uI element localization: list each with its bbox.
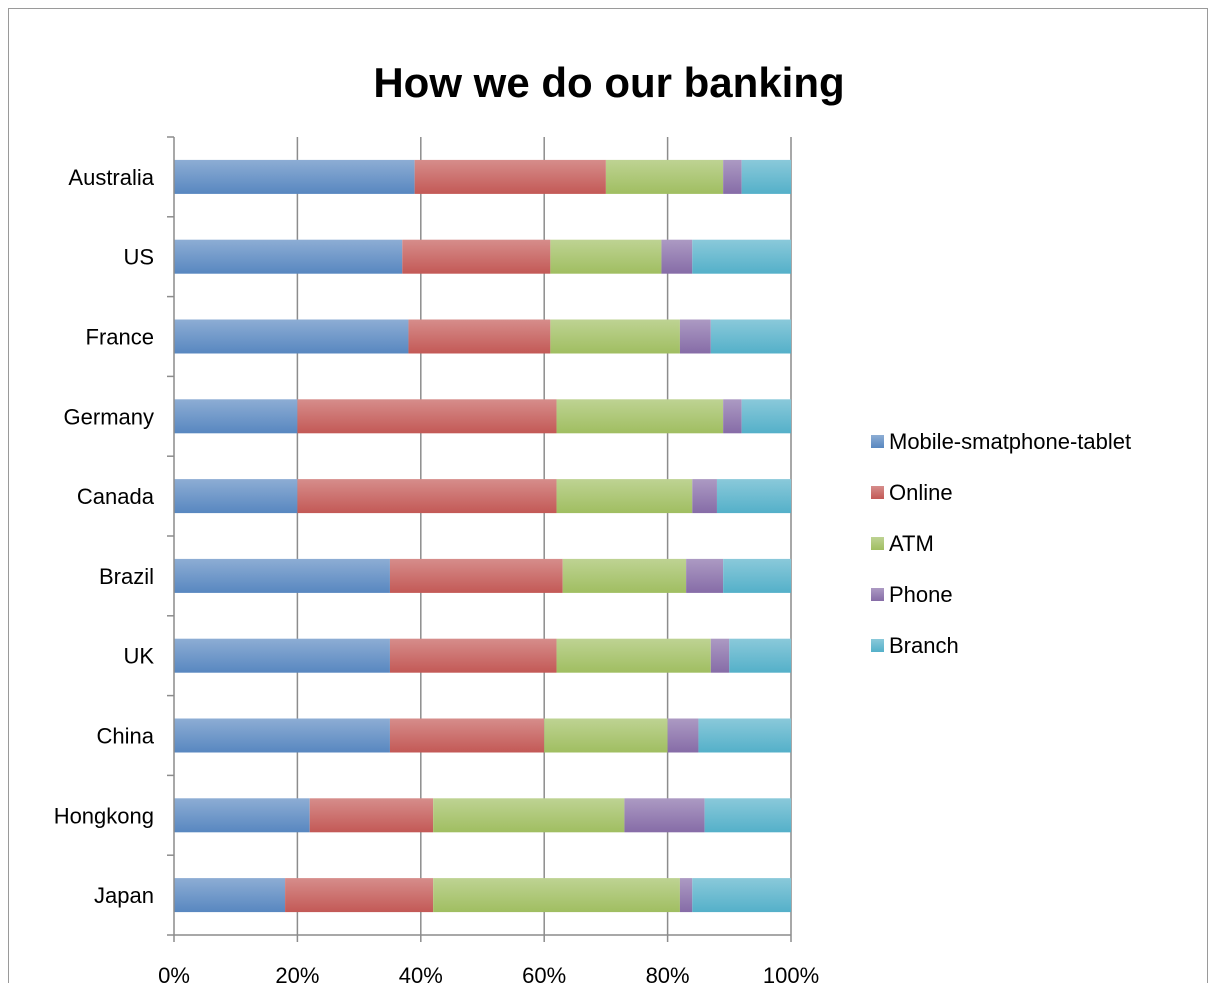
x-tick-label: 0% (158, 963, 190, 984)
category-label-us: US (123, 245, 154, 270)
bar-france-branch (710, 319, 791, 354)
bar-japan-phone (679, 878, 693, 913)
bar-uk-phone (710, 638, 730, 673)
bar-uk-mobile-smatphone-tablet (174, 638, 390, 673)
category-label-brazil: Brazil (99, 564, 154, 589)
bar-canada-atm (556, 479, 693, 514)
category-label-france: France (86, 325, 154, 350)
bar-us-mobile-smatphone-tablet (174, 239, 403, 274)
legend-label-online: Online (889, 480, 953, 505)
bar-hongkong-branch (704, 798, 791, 833)
bars (174, 159, 791, 913)
bar-china-online (389, 718, 545, 753)
bar-brazil-atm (562, 558, 687, 593)
bar-australia-mobile-smatphone-tablet (174, 159, 415, 194)
bar-brazil-branch (723, 558, 791, 593)
category-labels: Australia US France Germany Canada Brazil UK Ch… (54, 165, 155, 908)
bar-brazil-phone (686, 558, 724, 593)
bar-hongkong-phone (624, 798, 705, 833)
bar-japan-mobile-smatphone-tablet (174, 878, 286, 913)
bar-australia-atm (605, 159, 724, 194)
bar-canada-phone (692, 479, 717, 514)
bar-germany-phone (723, 399, 742, 434)
bar-hongkong-mobile-smatphone-tablet (174, 798, 310, 833)
tick-labels: 0% 20% 40% 60% 80% 100% (158, 963, 819, 984)
legend-swatch-atm (871, 537, 884, 550)
category-label-japan: Japan (94, 883, 154, 908)
bar-hongkong-online (309, 798, 434, 833)
bar-france-mobile-smatphone-tablet (174, 319, 409, 354)
bar-us-online (402, 239, 551, 274)
bar-germany-mobile-smatphone-tablet (174, 399, 298, 434)
category-label-hongkong: Hongkong (54, 803, 154, 828)
bar-uk-atm (556, 638, 711, 673)
bar-hongkong-atm (433, 798, 625, 833)
x-tick-label: 40% (399, 963, 443, 984)
bar-germany-online (297, 399, 557, 434)
x-tick-label: 60% (522, 963, 566, 984)
stacked-bar-chart: How we do our banking Australia US France G… (54, 59, 1131, 984)
bar-china-branch (698, 718, 791, 753)
x-tick-label: 80% (646, 963, 690, 984)
bar-us-phone (661, 239, 693, 274)
chart-title: How we do our banking (373, 59, 844, 106)
bar-australia-online (414, 159, 606, 194)
legend-swatch-online (871, 486, 884, 499)
bar-france-atm (550, 319, 680, 354)
legend-swatch-mobile-smatphone-tablet (871, 435, 884, 448)
bar-brazil-mobile-smatphone-tablet (174, 558, 390, 593)
bar-uk-online (389, 638, 557, 673)
bar-france-online (408, 319, 551, 354)
legend-swatch-branch (871, 639, 884, 652)
bar-canada-online (297, 479, 557, 514)
legend: Mobile-smatphone-tablet Online ATM Phone Bra… (871, 429, 1131, 658)
bar-germany-branch (741, 399, 791, 434)
category-label-china: China (97, 724, 155, 749)
bar-japan-online (285, 878, 434, 913)
bar-australia-phone (723, 159, 742, 194)
category-label-germany: Germany (64, 404, 154, 429)
bar-china-mobile-smatphone-tablet (174, 718, 390, 753)
category-label-australia: Australia (68, 165, 154, 190)
chart-frame: How we do our banking Australia US France G… (8, 8, 1208, 984)
bar-france-phone (679, 319, 711, 354)
legend-swatch-phone (871, 588, 884, 601)
legend-label-mobile-smatphone-tablet: Mobile-smatphone-tablet (889, 429, 1131, 454)
bar-china-atm (544, 718, 668, 753)
category-label-uk: UK (123, 644, 154, 669)
bar-japan-branch (692, 878, 791, 913)
bar-us-branch (692, 239, 791, 274)
bar-china-phone (667, 718, 699, 753)
category-label-canada: Canada (77, 484, 155, 509)
bar-japan-atm (433, 878, 680, 913)
legend-label-atm: ATM (889, 531, 934, 556)
legend-label-phone: Phone (889, 582, 953, 607)
bar-brazil-online (389, 558, 563, 593)
bar-canada-mobile-smatphone-tablet (174, 479, 298, 514)
x-tick-label: 100% (763, 963, 819, 984)
bar-us-atm (550, 239, 662, 274)
axes (167, 136, 792, 942)
bar-canada-branch (716, 479, 791, 514)
x-tick-label: 20% (275, 963, 319, 984)
bar-germany-atm (556, 399, 724, 434)
legend-label-branch: Branch (889, 633, 959, 658)
bar-australia-branch (741, 159, 791, 194)
bar-uk-branch (729, 638, 791, 673)
